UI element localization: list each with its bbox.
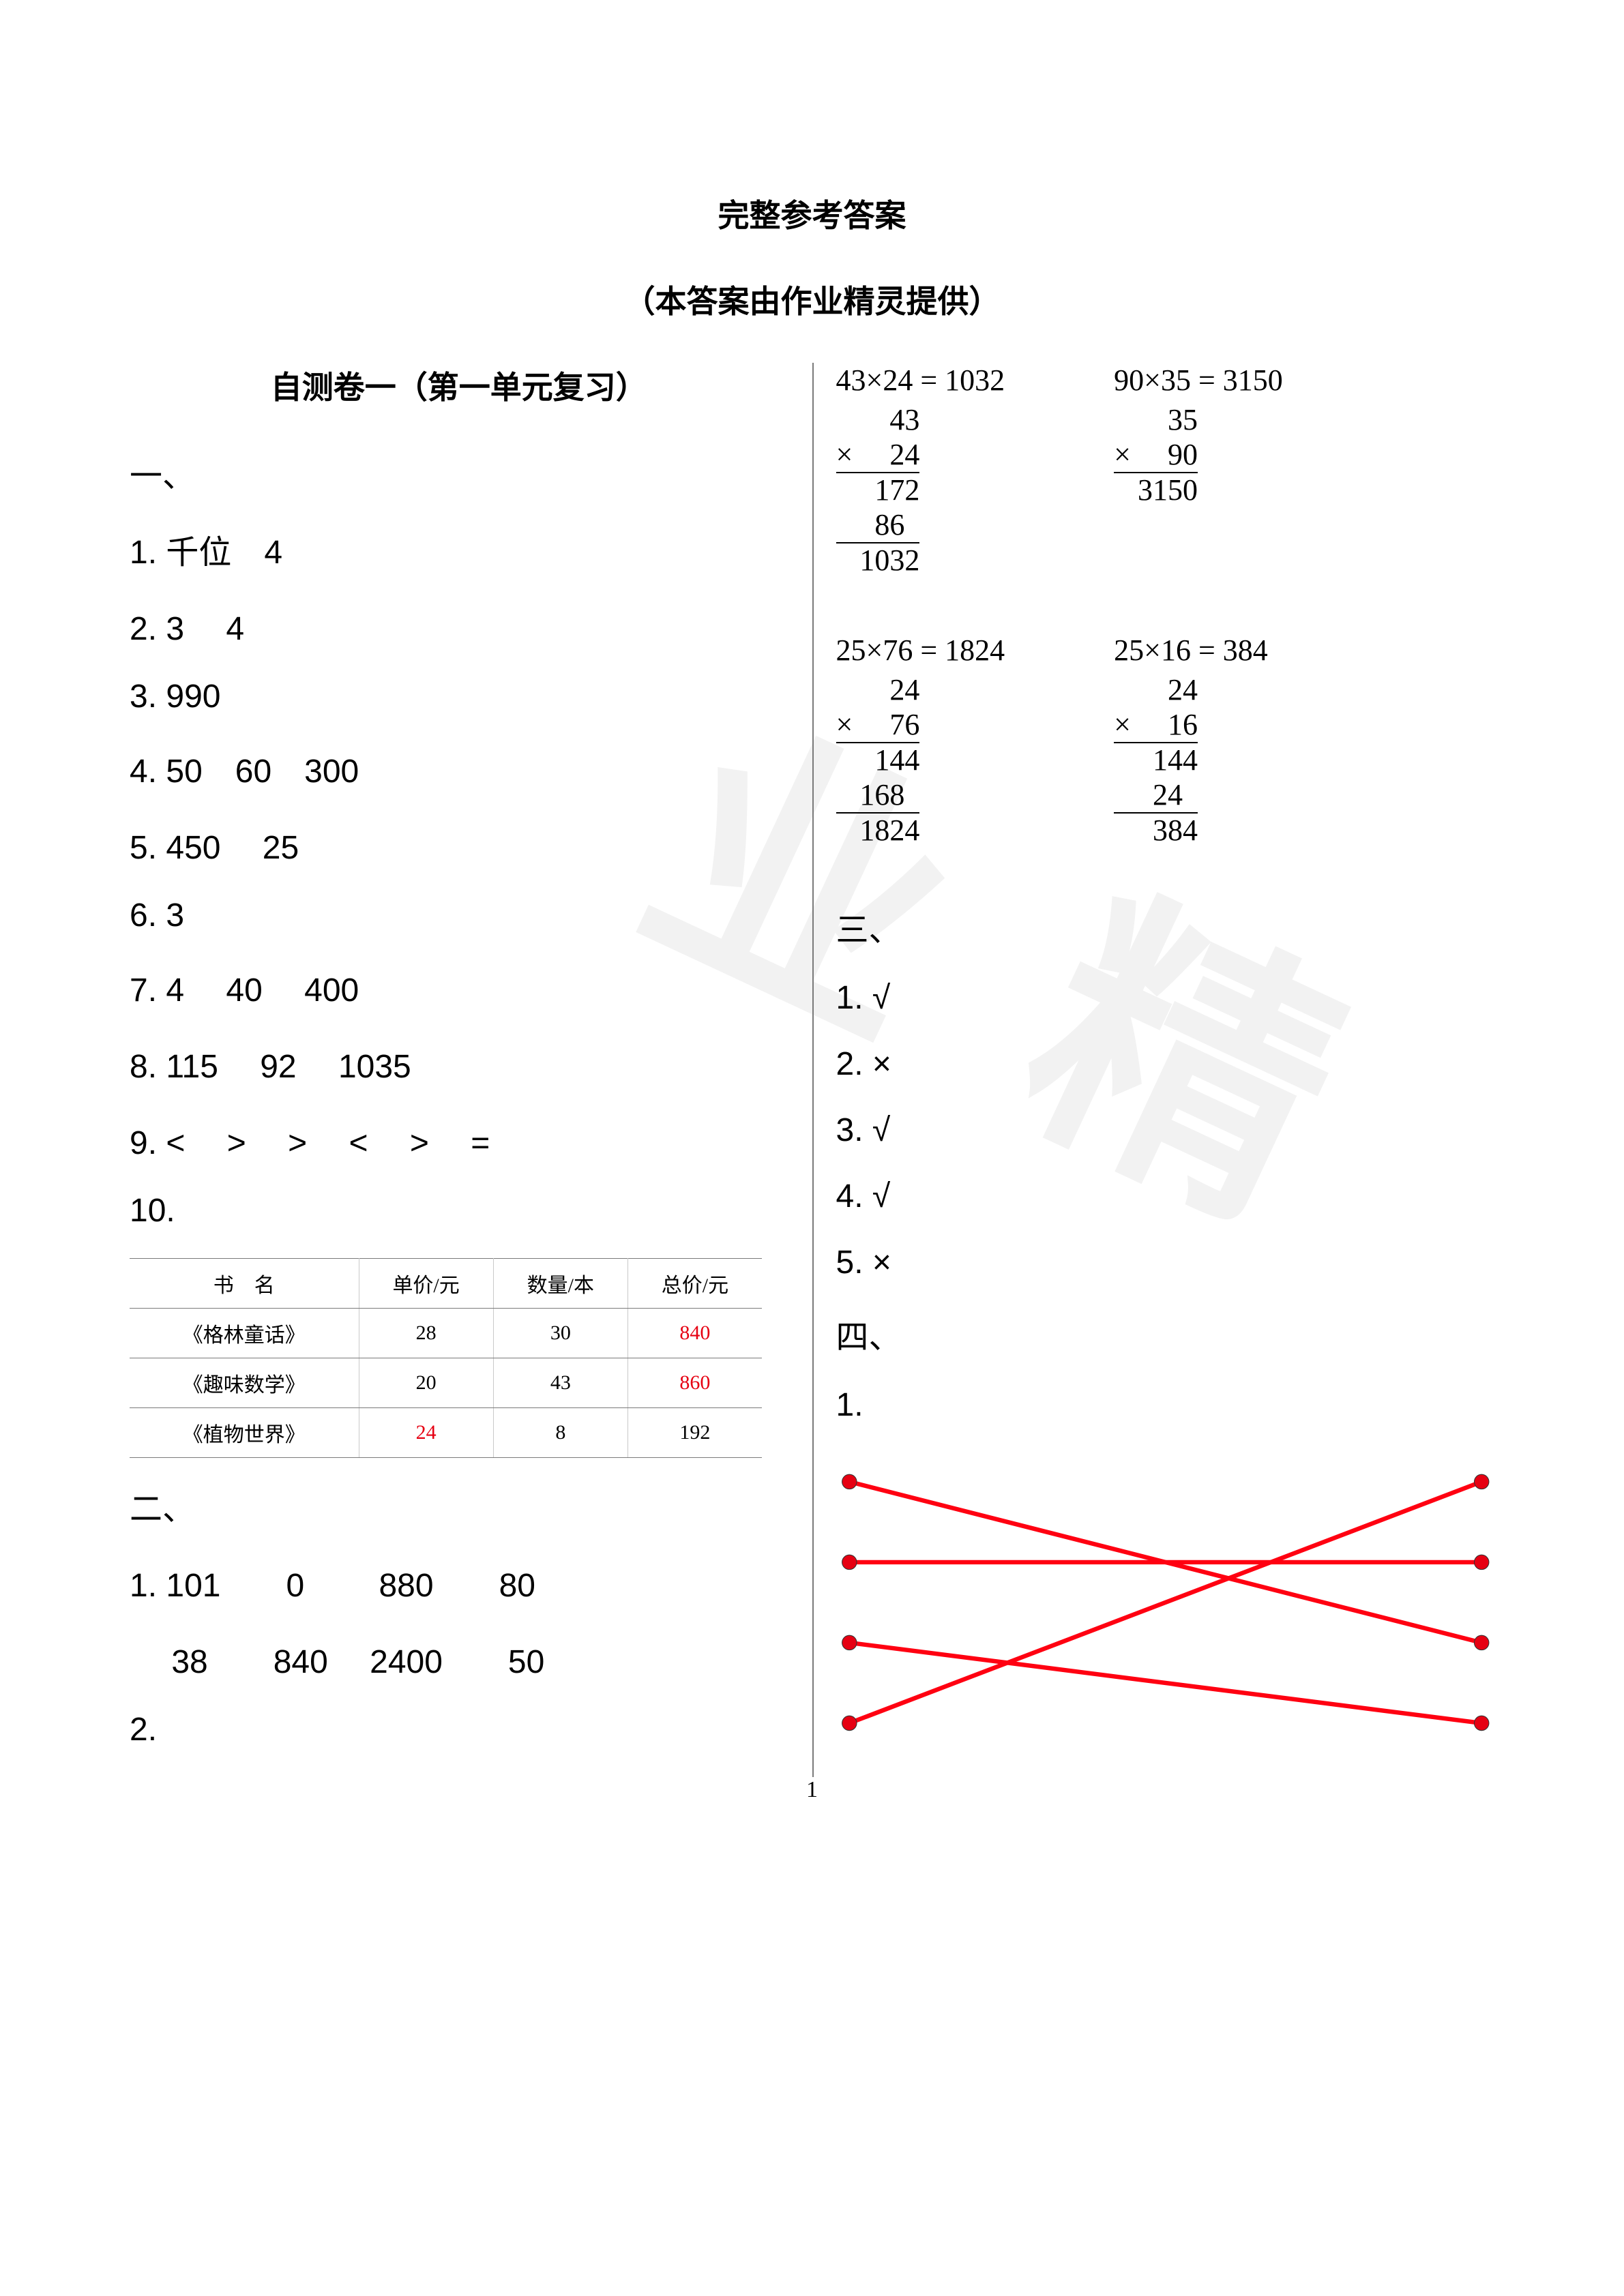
table-cell: 《格林童话》 (130, 1309, 359, 1358)
answer-1-7: 7. 4 40 400 (130, 963, 788, 1011)
matching-diagram (836, 1452, 1495, 1760)
page-number: 1 (130, 1777, 1494, 1803)
table-header: 数量/本 (493, 1259, 628, 1309)
match-node (842, 1555, 856, 1569)
table-cell: 840 (628, 1309, 761, 1358)
price-table: 书 名单价/元数量/本总价/元 《格林童话》2830840《趣味数学》20438… (130, 1258, 762, 1458)
calc-block: 43×24 = 1032 43× 24 172 86 1032 (836, 363, 1005, 578)
calc-block: 90×35 = 3150 35× 903150 (1114, 363, 1283, 578)
answer-4-1-label: 1. (836, 1386, 1495, 1424)
table-row: 《格林童话》2830840 (130, 1309, 762, 1358)
left-column: 自测卷一（第一单元复习） 一、 1. 千位 4 2. 3 4 3. 990 4.… (130, 363, 812, 1777)
table-cell: 860 (628, 1358, 761, 1408)
answer-3-1: 1. √ (836, 979, 1495, 1017)
calc-block: 25×16 = 384 24× 16 144 24 384 (1114, 633, 1268, 848)
match-node (1474, 1716, 1488, 1730)
match-node (842, 1635, 856, 1650)
answer-2-2-label: 2. (130, 1711, 788, 1748)
right-column: 43×24 = 1032 43× 24 172 86 1032 90×35 = 3… (812, 363, 1495, 1777)
table-cell: 28 (359, 1309, 493, 1358)
main-title: 完整参考答案 (130, 191, 1494, 236)
table-row: 《趣味数学》2043860 (130, 1358, 762, 1408)
match-node (1474, 1635, 1488, 1650)
match-node (1474, 1474, 1488, 1489)
match-line (849, 1482, 1481, 1723)
answer-1-9: 9. < > > < > = (130, 1116, 788, 1163)
table-cell: 30 (493, 1309, 628, 1358)
answer-1-2: 2. 3 4 (130, 601, 788, 649)
table-cell: 20 (359, 1358, 493, 1408)
answer-1-3: 3. 990 (130, 678, 788, 715)
match-node (1474, 1555, 1488, 1569)
table-header: 书 名 (130, 1259, 359, 1309)
table-header: 总价/元 (628, 1259, 761, 1309)
calc-block: 25×76 = 1824 24× 76 144168 1824 (836, 633, 1005, 848)
table-header: 单价/元 (359, 1259, 493, 1309)
test-title: 自测卷一（第一单元复习） (130, 363, 788, 408)
answer-1-1: 1. 千位 4 (130, 525, 788, 573)
answer-3-4: 4. √ (836, 1178, 1495, 1215)
answer-1-10-label: 10. (130, 1192, 788, 1229)
answer-1-5: 5. 450 25 (130, 820, 788, 868)
table-cell: 43 (493, 1358, 628, 1408)
answer-3-2: 2. × (836, 1045, 1495, 1083)
sub-title: （本答案由作业精灵提供） (130, 277, 1494, 322)
answer-1-6: 6. 3 (130, 897, 788, 934)
answer-1-4: 4. 50 60 300 (130, 744, 788, 792)
table-cell: 8 (493, 1408, 628, 1458)
table-cell: 《趣味数学》 (130, 1358, 359, 1408)
answer-2-1-row1: 1. 101 0 880 80 (130, 1558, 788, 1606)
table-cell: 《植物世界》 (130, 1408, 359, 1458)
match-line (849, 1643, 1481, 1723)
table-cell: 24 (359, 1408, 493, 1458)
answer-2-1-row2: 38 840 2400 50 (130, 1635, 788, 1682)
answer-3-3: 3. √ (836, 1112, 1495, 1149)
match-node (842, 1716, 856, 1730)
answer-1-8: 8. 115 92 1035 (130, 1039, 788, 1087)
table-cell: 192 (628, 1408, 761, 1458)
answer-3-5: 5. × (836, 1244, 1495, 1281)
vertical-calculations: 43×24 = 1032 43× 24 172 86 1032 90×35 = 3… (836, 363, 1495, 848)
section-1-label: 一、 (130, 449, 788, 496)
section-4-label: 四、 (836, 1310, 1495, 1358)
section-3-label: 三、 (836, 903, 1495, 951)
match-node (842, 1474, 856, 1489)
section-2-label: 二、 (130, 1482, 788, 1530)
table-row: 《植物世界》248192 (130, 1408, 762, 1458)
column-divider (812, 363, 814, 1777)
